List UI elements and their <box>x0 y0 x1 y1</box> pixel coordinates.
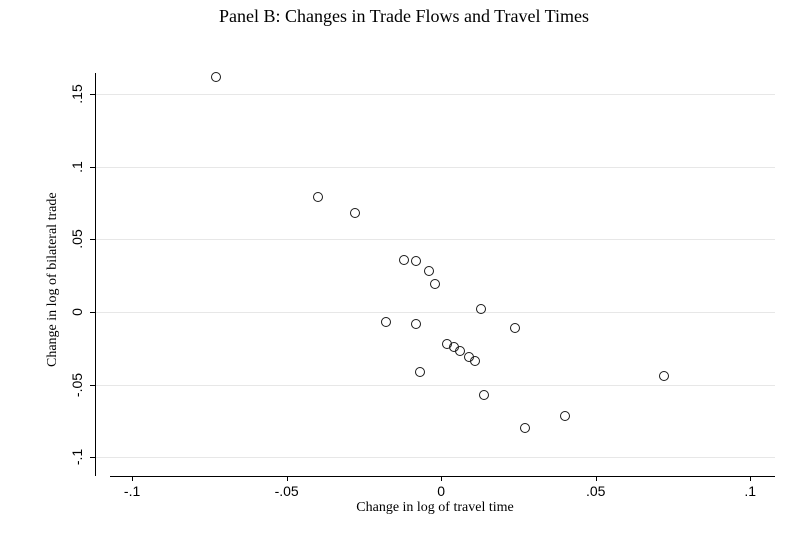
y-tick <box>90 457 95 458</box>
data-point <box>313 192 323 202</box>
plot-area: -.1-.050.05.1.15-.1-.050.05.1 <box>95 58 775 476</box>
gridline <box>95 385 775 386</box>
gridline <box>95 239 775 240</box>
x-tick-label: -.1 <box>102 483 162 499</box>
data-point <box>520 423 530 433</box>
y-tick-label: .1 <box>69 142 87 192</box>
gridline <box>95 167 775 168</box>
data-point <box>560 411 570 421</box>
gridline <box>95 457 775 458</box>
data-point <box>399 255 409 265</box>
y-axis-label: Change in log of bilateral trade <box>45 192 61 367</box>
y-tick-label: -.1 <box>69 432 87 482</box>
x-axis <box>110 476 775 477</box>
data-point <box>411 256 421 266</box>
data-point <box>470 356 480 366</box>
x-tick <box>441 476 442 481</box>
y-tick <box>90 385 95 386</box>
x-tick <box>287 476 288 481</box>
data-point <box>350 208 360 218</box>
y-tick-label: 0 <box>69 287 87 337</box>
y-tick <box>90 94 95 95</box>
x-tick-label: .1 <box>720 483 780 499</box>
scatter-figure: Panel B: Changes in Trade Flows and Trav… <box>0 0 808 548</box>
y-tick <box>90 167 95 168</box>
data-point <box>381 317 391 327</box>
y-tick-label: .15 <box>69 69 87 119</box>
data-point <box>211 72 221 82</box>
x-tick-label: -.05 <box>257 483 317 499</box>
x-axis-label: Change in log of travel time <box>95 500 775 516</box>
x-tick <box>132 476 133 481</box>
x-tick-label: .05 <box>566 483 626 499</box>
gridline <box>95 94 775 95</box>
y-tick-label: -.05 <box>69 360 87 410</box>
y-axis <box>95 73 96 476</box>
data-point <box>479 390 489 400</box>
y-tick <box>90 239 95 240</box>
y-tick <box>90 312 95 313</box>
data-point <box>510 323 520 333</box>
y-tick-label: .05 <box>69 214 87 264</box>
data-point <box>430 279 440 289</box>
data-point <box>411 319 421 329</box>
data-point <box>659 371 669 381</box>
data-point <box>424 266 434 276</box>
x-tick <box>750 476 751 481</box>
gridline <box>95 312 775 313</box>
chart-title: Panel B: Changes in Trade Flows and Trav… <box>0 6 808 27</box>
data-point <box>415 367 425 377</box>
x-tick <box>596 476 597 481</box>
x-tick-label: 0 <box>411 483 471 499</box>
